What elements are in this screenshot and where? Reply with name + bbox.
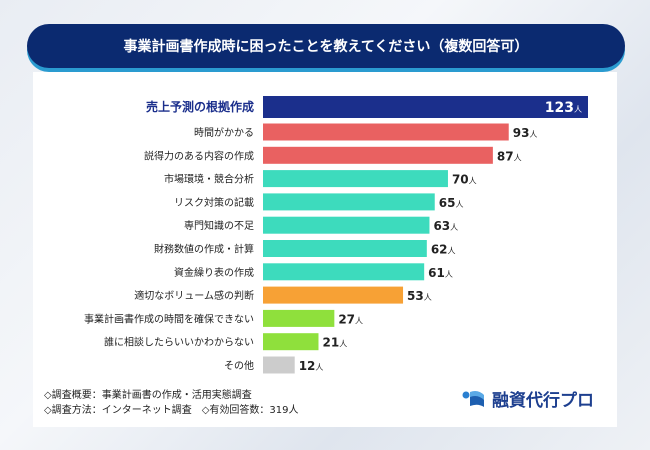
unit-label: 人 (315, 363, 323, 372)
value-label: 93人 (513, 126, 538, 140)
value-label: 12人 (299, 359, 324, 373)
unit-label: 人 (574, 105, 582, 114)
value-label: 87人 (497, 149, 522, 163)
bar (263, 356, 295, 374)
category-label: リスク対策の記載 (174, 196, 254, 209)
value-label: 61人 (428, 266, 453, 280)
bar (263, 240, 427, 257)
unit-label: 人 (455, 200, 463, 209)
value-label: 70人 (452, 173, 477, 187)
brand-logo: 融資代行プロ (462, 386, 594, 411)
value-label: 21人 (322, 336, 347, 350)
value-label: 62人 (431, 243, 456, 257)
survey-notes: ◇調査概要：事業計画書の作成・活用実態調査 ◇調査方法：インターネット調査 ◇有… (44, 388, 298, 418)
bar (263, 193, 435, 211)
value-label: 27人 (338, 312, 363, 326)
category-label: 説得力のある内容の作成 (144, 149, 254, 162)
unit-label: 人 (450, 223, 458, 232)
category-label: 売上予測の根拠作成 (146, 99, 254, 114)
bar (263, 170, 448, 188)
category-label: 時間がかかる (194, 126, 254, 139)
bar (263, 216, 430, 234)
survey-method: ◇調査方法：インターネット調査 ◇有効回答数：319人 (44, 405, 299, 416)
unit-label: 人 (355, 316, 363, 325)
value-label: 123人 (545, 100, 582, 116)
unit-label: 人 (514, 153, 522, 162)
value-label: 63人 (433, 219, 458, 233)
bar (263, 333, 319, 351)
unit-label: 人 (448, 247, 456, 256)
category-label: 資金繰り表の作成 (174, 266, 254, 279)
category-label: 誰に相談したらいいかわからない (104, 336, 254, 349)
unit-label: 人 (529, 130, 537, 139)
bar (263, 146, 493, 164)
unit-label: 人 (445, 270, 453, 279)
bar (263, 123, 509, 141)
category-label: 市場環境・競合分析 (164, 173, 254, 186)
bar (263, 96, 588, 118)
category-label: 事業計画書作成の時間を確保できない (84, 312, 254, 325)
unit-label: 人 (424, 293, 432, 302)
chart-title: 事業計画書作成時に困ったことを教えてください（複数回答可） (27, 24, 625, 68)
logo-text: 融資代行プロ (492, 391, 594, 411)
bar (263, 263, 425, 281)
bar (263, 309, 335, 327)
unit-label: 人 (469, 177, 477, 186)
value-label: 53人 (407, 289, 432, 303)
bar (263, 286, 404, 304)
unit-label: 人 (339, 340, 347, 349)
survey-summary: ◇調査概要：事業計画書の作成・活用実態調査 (44, 390, 252, 401)
category-label: 適切なボリューム感の判断 (134, 289, 254, 302)
category-label: その他 (224, 359, 254, 372)
category-label: 財務数値の作成・計算 (154, 243, 254, 256)
category-label: 専門知識の不足 (184, 219, 254, 232)
wave-logo-icon (462, 390, 484, 407)
value-label: 65人 (439, 196, 464, 210)
